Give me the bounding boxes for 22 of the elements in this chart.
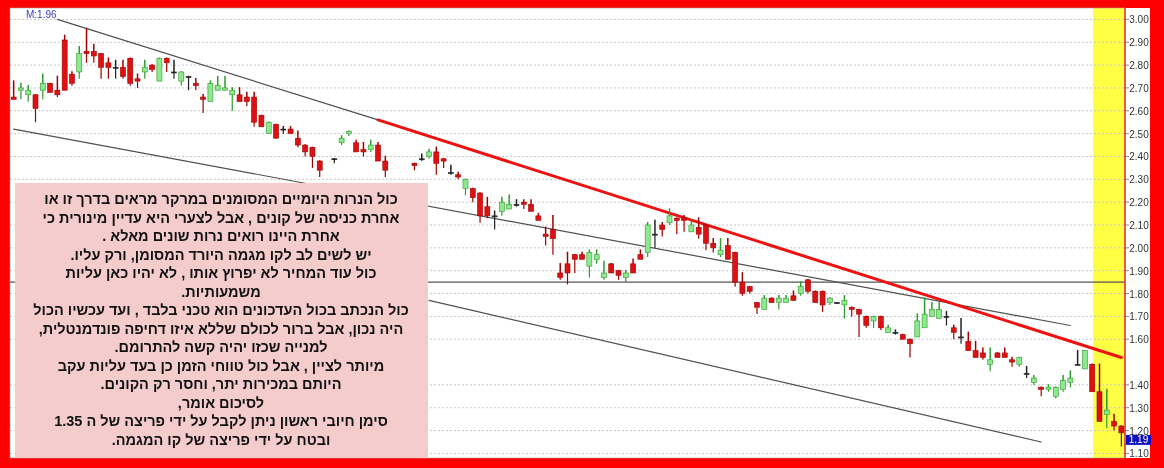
y-tick-label: 1.30: [1129, 402, 1150, 414]
y-tick-label: 2.90: [1129, 37, 1150, 49]
annotation: M:1.96: [26, 9, 58, 20]
y-tick-label: 2.70: [1129, 82, 1150, 94]
y-tick-label: 2.60: [1129, 105, 1150, 117]
y-tick-label: 1.90: [1129, 265, 1150, 277]
y-tick-label: 3.00: [1129, 14, 1150, 26]
text: 1.19: [1128, 434, 1149, 446]
y-tick-label: 1.80: [1129, 288, 1150, 300]
y-tick-label: 1.40: [1129, 379, 1150, 391]
y-tick-label: 2.20: [1129, 197, 1150, 209]
y-tick-label: 2.40: [1129, 151, 1150, 163]
y-tick-label: 1.60: [1129, 334, 1150, 346]
y-tick-label: 2.50: [1129, 128, 1150, 140]
y-tick-label: 2.30: [1129, 174, 1150, 186]
y-tick-label: 1.10: [1129, 448, 1150, 460]
text: כול הנרות היומיים המסומנים במרקר מראים בדרך זו או אחרת כניסה של קונים , אבל לצערי היא עדיין מינורית כי אחרת היינו רואים נרות שונים מאלא . יש לשים לב לקו מגמה היורד המסומן, ורק עליו. כול עוד המחיר לא יפרוץ אותו , לא יהיו כאן עליות משמעותיות. כול הנכתב בכול העדכונים הוא טכני בלבד , ועד עכשיו הכול היה נכון, אבל ברור לכולם שללא איזו דחיפה פונדמנטלית, למנייה שכזו יהיה קשה להתרומם. מיותר לציין , אבל כול טווחי הזמן כן בעד עליות עקב היותם במכירות יתר, וחסר רק הקונים. לסיכום אומר, סימן חיובי ראשון ניתן לקבל על ידי פריצה של ה 1.35 ובטח על ידי פריצה של קו המגמה.: [33, 191, 409, 448]
y-tick-label: 1.70: [1129, 311, 1150, 323]
y-tick-label: 1.20: [1129, 425, 1150, 437]
y-tick-label: 2.10: [1129, 220, 1150, 232]
y-tick-label: 2.80: [1129, 60, 1150, 72]
y-tick-label: 2.00: [1129, 242, 1150, 254]
